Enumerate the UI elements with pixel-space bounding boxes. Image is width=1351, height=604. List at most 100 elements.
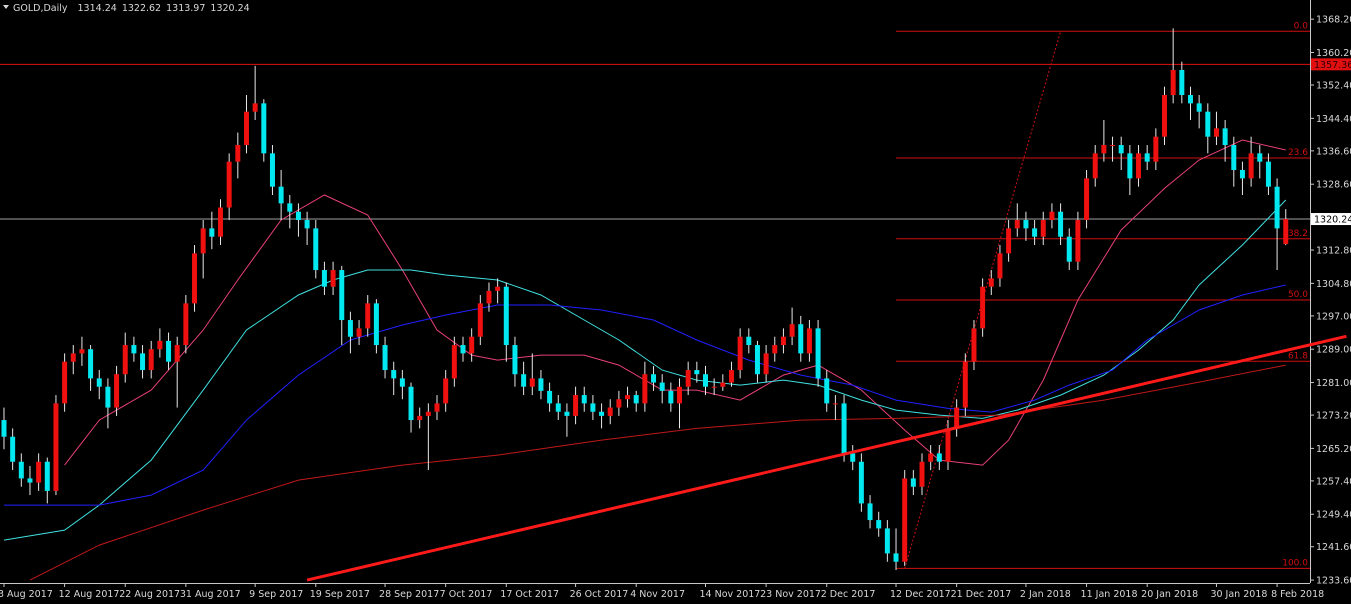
candle-body [599,411,605,416]
candle-body [763,353,769,375]
candle-body [209,228,215,237]
candle-body [910,478,916,487]
candle-body [806,328,812,354]
candle-body [148,349,154,371]
candle-body [243,111,249,146]
fib-label: 38.2 [1288,229,1308,239]
candle-body [330,270,336,287]
y-tick-label: 1281.00 [1316,378,1351,389]
candle-body [754,345,760,375]
x-tick-label: 7 Oct 2017 [440,589,493,600]
candle-body [1274,186,1280,229]
menu-icon[interactable] [3,5,9,9]
candle-body [798,324,804,354]
candle-body [261,103,267,154]
y-tick-label: 1368.20 [1316,15,1351,26]
fib-label: 50.0 [1288,290,1308,300]
candle-body [1170,70,1176,96]
candle-body [1075,220,1081,262]
candle-body [365,303,371,329]
candle-body [746,336,752,346]
candle-body [1265,161,1271,187]
y-tick-label: 1304.80 [1316,279,1351,290]
candle-body [780,336,786,346]
candle-body [226,161,232,208]
candle-body [936,453,942,462]
y-tick-label: 1257.40 [1316,476,1351,487]
candle-body [789,324,795,337]
candle-body [417,415,423,421]
candle-body [10,436,16,462]
candle-body [1144,153,1150,162]
x-tick-label: 23 Nov 2017 [760,589,821,600]
candle-body [408,386,414,421]
candle-body [122,345,128,375]
candle-body [633,395,639,404]
candle-body [1084,178,1090,221]
candle-body [997,253,1003,279]
candle-body [451,345,457,379]
candle-body [278,186,284,204]
candle-body [70,353,76,362]
candle-body [1058,211,1064,237]
y-tick-label: 1352.40 [1316,81,1351,92]
candle-body [79,349,85,354]
candle-body [1153,136,1159,162]
moving-average [29,364,1286,581]
price-label-box [1311,58,1351,71]
chart-title: GOLD,Daily [13,3,68,14]
candle-body [140,353,146,371]
candle-body [1283,219,1289,245]
candle-body [919,461,925,487]
candle-body [105,386,111,408]
header-close: 1320.24 [210,3,249,14]
candle-body [971,328,977,362]
x-tick-label: 19 Sep 2017 [310,589,370,600]
x-tick-label: 17 Oct 2017 [500,589,559,600]
candle-body [590,403,596,412]
candle-body [815,328,821,379]
candle-body [1014,220,1020,229]
candle-body [1040,220,1046,237]
candle-body [1231,145,1237,171]
candle-body [616,399,622,408]
x-tick-label: 2 Dec 2017 [821,589,876,600]
candle-body [668,390,674,404]
candle-body [183,303,189,346]
candle-body [503,286,509,346]
candle-body [980,286,986,329]
candle-body [867,503,873,521]
candle-body [217,207,223,237]
candle-body [1023,220,1029,229]
candle-body [1136,153,1142,179]
candle-body [547,390,553,404]
y-tick-label: 1360.20 [1316,48,1351,59]
candle-body [477,303,483,337]
candle-body [659,382,665,391]
candle-body [728,370,734,383]
candle-body [157,340,163,350]
fib-label: 100.0 [1282,558,1308,568]
y-tick-label: 1233.60 [1316,576,1351,587]
x-tick-label: 8 Feb 2018 [1271,589,1324,600]
y-tick-label: 1336.60 [1316,146,1351,157]
x-tick-label: 12 Aug 2017 [59,589,120,600]
candle-body [382,345,388,371]
candle-body [824,378,830,404]
x-tick-label: 11 Jan 2018 [1081,589,1138,600]
y-tick-label: 1328.60 [1316,180,1351,191]
header-low: 1313.97 [166,3,205,14]
candle-body [893,553,899,562]
price-label: 1357.36 [1314,60,1351,71]
fib-label: 61.8 [1288,351,1308,361]
candle-body [1205,111,1211,137]
y-tick-label: 1249.40 [1316,510,1351,521]
candle-body [1032,228,1038,237]
x-tick-label: 4 Nov 2017 [630,589,685,600]
candle-body [27,478,33,483]
y-tick-label: 1273.20 [1316,411,1351,422]
x-tick-label: 2 Jan 2018 [1020,589,1071,600]
candle-body [850,453,856,462]
x-tick-label: 30 Jan 2018 [1210,589,1267,600]
candle-body [339,270,345,321]
